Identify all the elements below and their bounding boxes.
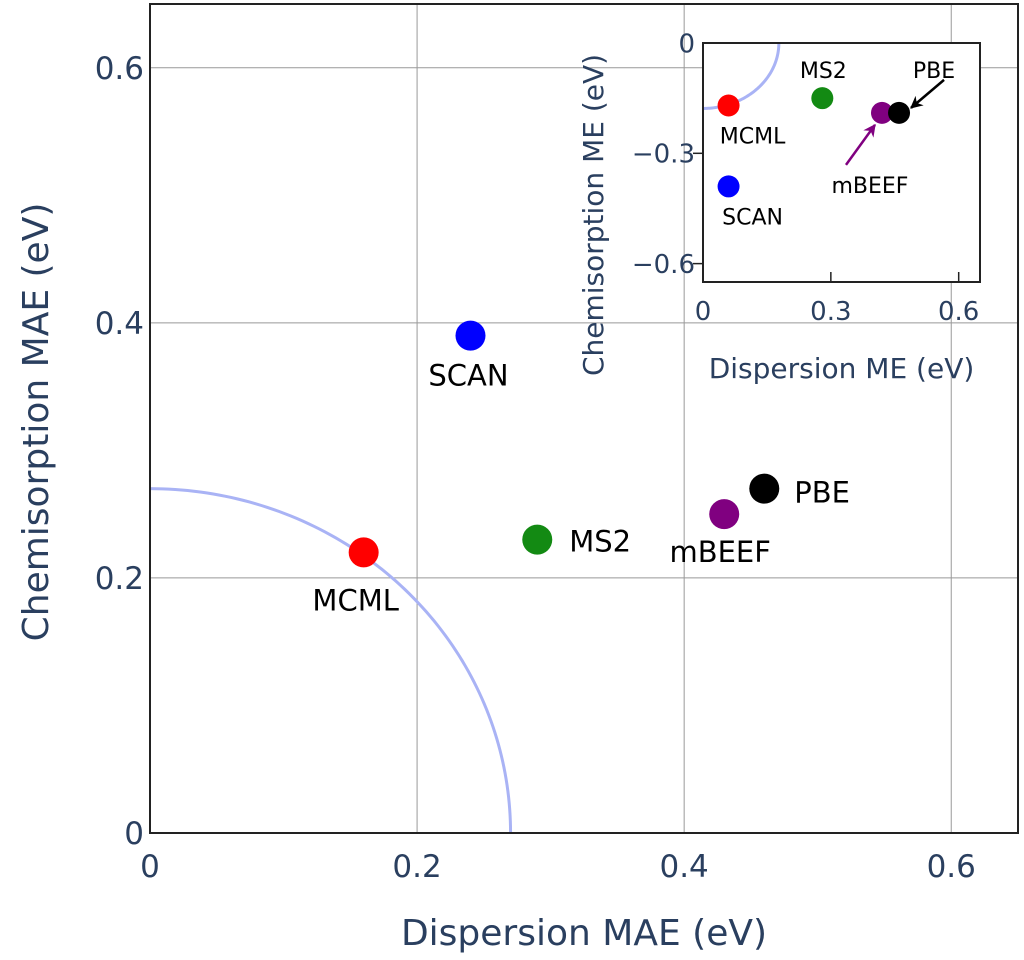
x-tick-label: 0.3 <box>810 297 851 327</box>
plot-background <box>703 43 980 282</box>
x-tick-label: 0.6 <box>938 297 979 327</box>
y-tick-label: 0.2 <box>95 561 144 597</box>
point-label: mBEEF <box>831 174 908 199</box>
point-label: mBEEF <box>669 535 770 569</box>
data-point-scan <box>717 175 740 198</box>
point-label: MCML <box>312 583 398 617</box>
x-tick-label: 0.6 <box>927 849 976 885</box>
x-axis-title: Dispersion MAE (eV) <box>401 913 767 954</box>
point-label: PBE <box>913 59 955 84</box>
point-label: MCML <box>720 125 786 150</box>
y-tick-label: 0 <box>124 816 144 852</box>
plot-frame <box>149 3 1019 834</box>
mbeef-arrow <box>844 123 876 166</box>
data-point-pbe <box>888 101 911 124</box>
point-label: SCAN <box>722 205 783 230</box>
x-tick-label: 0 <box>695 297 712 327</box>
data-point-scan <box>455 320 486 351</box>
data-point-mbeef <box>709 499 740 530</box>
data-point-ms2 <box>522 524 553 555</box>
x-axis-title: Dispersion ME (eV) <box>709 352 975 385</box>
y-tick-label: −0.3 <box>632 140 695 170</box>
pbe-arrow <box>910 78 945 109</box>
point-label: SCAN <box>428 359 508 393</box>
data-point-mcml <box>717 94 740 117</box>
x-tick-label: 0.2 <box>392 849 441 885</box>
data-point-ms2 <box>811 87 834 110</box>
pareto-arc <box>150 487 513 833</box>
point-label: PBE <box>794 476 850 510</box>
data-point-pbe <box>749 473 780 504</box>
y-tick-label: −0.6 <box>632 250 695 280</box>
y-axis-title: Chemisorption MAE (eV) <box>16 203 57 642</box>
y-tick-label: 0.4 <box>95 306 144 342</box>
plot-frame <box>702 42 981 283</box>
point-label: MS2 <box>569 525 631 559</box>
y-tick-label: 0.6 <box>95 51 144 87</box>
x-tick-label: 0.4 <box>659 849 708 885</box>
data-point-mcml <box>348 537 379 568</box>
inset-plot: 0 0.3 0.6 0 −0.3 −0.6 Dispersion ME (eV) Chemis… <box>577 29 981 385</box>
y-tick-label: 0 <box>678 29 695 59</box>
x-tick-label: 0 <box>140 849 160 885</box>
point-label: MS2 <box>800 59 847 84</box>
data-point-mbeef <box>870 101 893 124</box>
y-axis-title: Chemisorption ME (eV) <box>577 54 610 376</box>
